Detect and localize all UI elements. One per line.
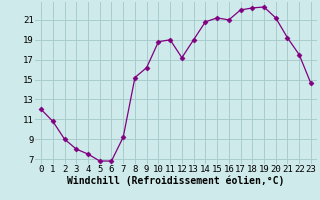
X-axis label: Windchill (Refroidissement éolien,°C): Windchill (Refroidissement éolien,°C) <box>67 176 285 186</box>
